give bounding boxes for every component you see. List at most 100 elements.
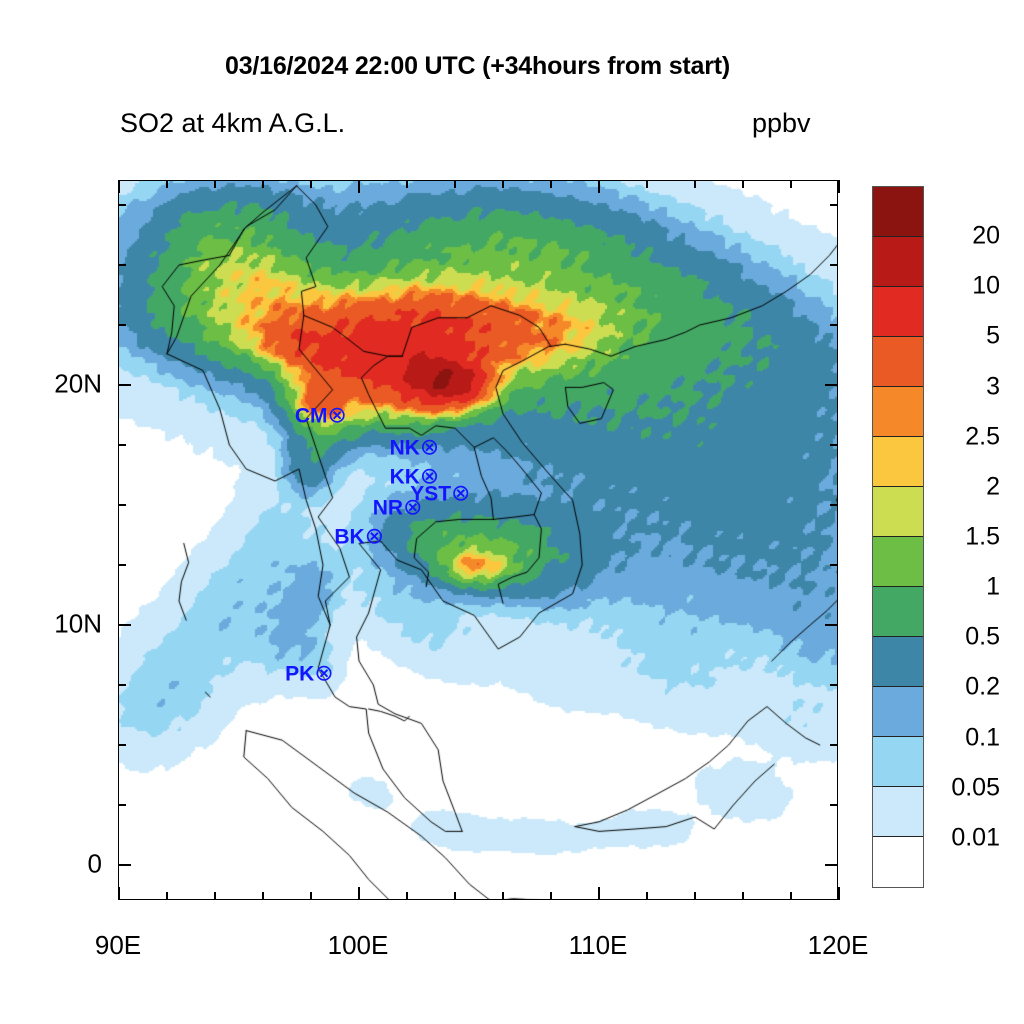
station-nr: NR⊗ [372,493,423,520]
colorbar-band [873,687,923,737]
station-code: BK [334,525,365,549]
y-axis-tick [118,504,126,506]
so2-concentration-field [119,181,837,899]
subtitle: SO2 at 4km A.G.L. [120,108,346,138]
x-axis-tick [118,180,120,193]
colorbar-label: 0.01 [951,823,1000,852]
y-axis-tick [830,804,838,806]
colorbar[interactable] [872,186,924,888]
y-axis-tick [118,564,126,566]
x-axis-tick [406,180,408,188]
colorbar-label: 5 [986,321,1000,350]
colorbar-band [873,587,923,637]
x-axis-tick [502,892,504,900]
station-code: KK [389,465,420,489]
station-code: NR [372,496,404,520]
x-axis-tick-label: 110E [568,930,628,960]
colorbar-band [873,287,923,337]
colorbar-label: 10 [972,271,1000,300]
station-code: YST [410,482,452,506]
colorbar-band [873,637,923,687]
x-axis-tick [838,887,840,900]
colorbar-band [873,537,923,587]
y-axis-tick [830,324,838,326]
colorbar-band [873,737,923,787]
colorbar-band [873,437,923,487]
y-axis-tick [118,864,131,866]
colorbar-label: 2.5 [965,422,1000,451]
x-axis-tick [166,892,168,900]
x-axis-tick-label: 120E [807,930,869,960]
y-axis-tick-label: 20N [54,368,102,399]
y-axis-tick [830,204,838,206]
station-code: PK [285,662,315,686]
y-axis-tick [825,624,838,626]
x-axis-tick [262,180,264,188]
x-axis-tick [262,892,264,900]
colorbar-label: 1 [986,572,1000,601]
station-code: NK [389,436,420,460]
y-axis-tick [830,744,838,746]
x-axis-tick [166,180,168,188]
colorbar-band [873,787,923,837]
x-axis-tick [454,892,456,900]
station-marker-icon: ⊗ [419,462,440,489]
colorbar-label: 0.2 [965,672,1000,701]
y-axis-tick [830,684,838,686]
station-marker-icon: ⊗ [419,433,440,460]
colorbar-tick-labels: 20 10 5 3 2.5 2 1.5 1 0.5 0.2 0.1 0.05 0.01 [932,186,1022,888]
x-axis-tick-label: 90E [94,930,142,960]
x-axis-tick [646,892,648,900]
station-marker-icon: ⊗ [327,401,347,428]
x-axis-tick [310,180,312,188]
x-axis-tick-label: 100E [327,930,389,960]
y-axis-tick [825,864,838,866]
x-axis-tick [694,892,696,900]
colorbar-label: 2 [986,472,1000,501]
y-axis-tick [830,264,838,266]
colorbar-label: 0.5 [965,622,1000,651]
station-marker-icon: ⊗ [451,479,471,506]
station-marker-icon: ⊗ [364,522,384,549]
y-axis-tick [118,384,131,386]
station-code: CM [294,404,328,428]
x-axis-tick [358,180,360,193]
colorbar-band [873,187,923,237]
x-axis-tick [454,180,456,188]
page-title: 03/16/2024 22:00 UTC (+34hours from star… [224,52,731,80]
station-yst: YST⊗ [410,479,471,506]
x-axis-tick [214,180,216,188]
x-axis-tick [646,180,648,188]
station-kk: KK⊗ [389,462,440,489]
station-marker-icon: ⊗ [403,493,423,520]
y-axis-tick [118,624,131,626]
colorbar-label: 20 [972,221,1000,250]
y-axis-tick [118,324,126,326]
x-axis-tick [214,892,216,900]
x-axis-tick [358,887,360,900]
y-axis-tick [118,744,126,746]
colorbar-label: 1.5 [965,522,1000,551]
colorbar-band [873,387,923,437]
colorbar-band [873,337,923,387]
colorbar-band [873,487,923,537]
x-axis-tick [550,180,552,188]
map-panel[interactable]: CM⊗NK⊗KK⊗YST⊗NR⊗BK⊗PK⊗ WRF-Chem_NCAR_YSU [118,180,838,900]
y-axis-tick [825,384,838,386]
x-axis-tick [790,892,792,900]
y-axis-tick [118,804,126,806]
station-nk: NK⊗ [389,433,440,460]
y-axis-tick [830,504,838,506]
x-axis-tick [694,180,696,188]
y-axis-tick [830,564,838,566]
station-bk: BK⊗ [334,522,384,549]
y-axis-tick [118,684,126,686]
units-label: ppbv [752,108,811,138]
x-axis-tick [790,180,792,188]
x-axis-tick [598,180,600,193]
x-axis-tick [502,180,504,188]
station-cm: CM⊗ [294,401,347,428]
x-axis-tick [598,887,600,900]
colorbar-label: 3 [986,372,1000,401]
